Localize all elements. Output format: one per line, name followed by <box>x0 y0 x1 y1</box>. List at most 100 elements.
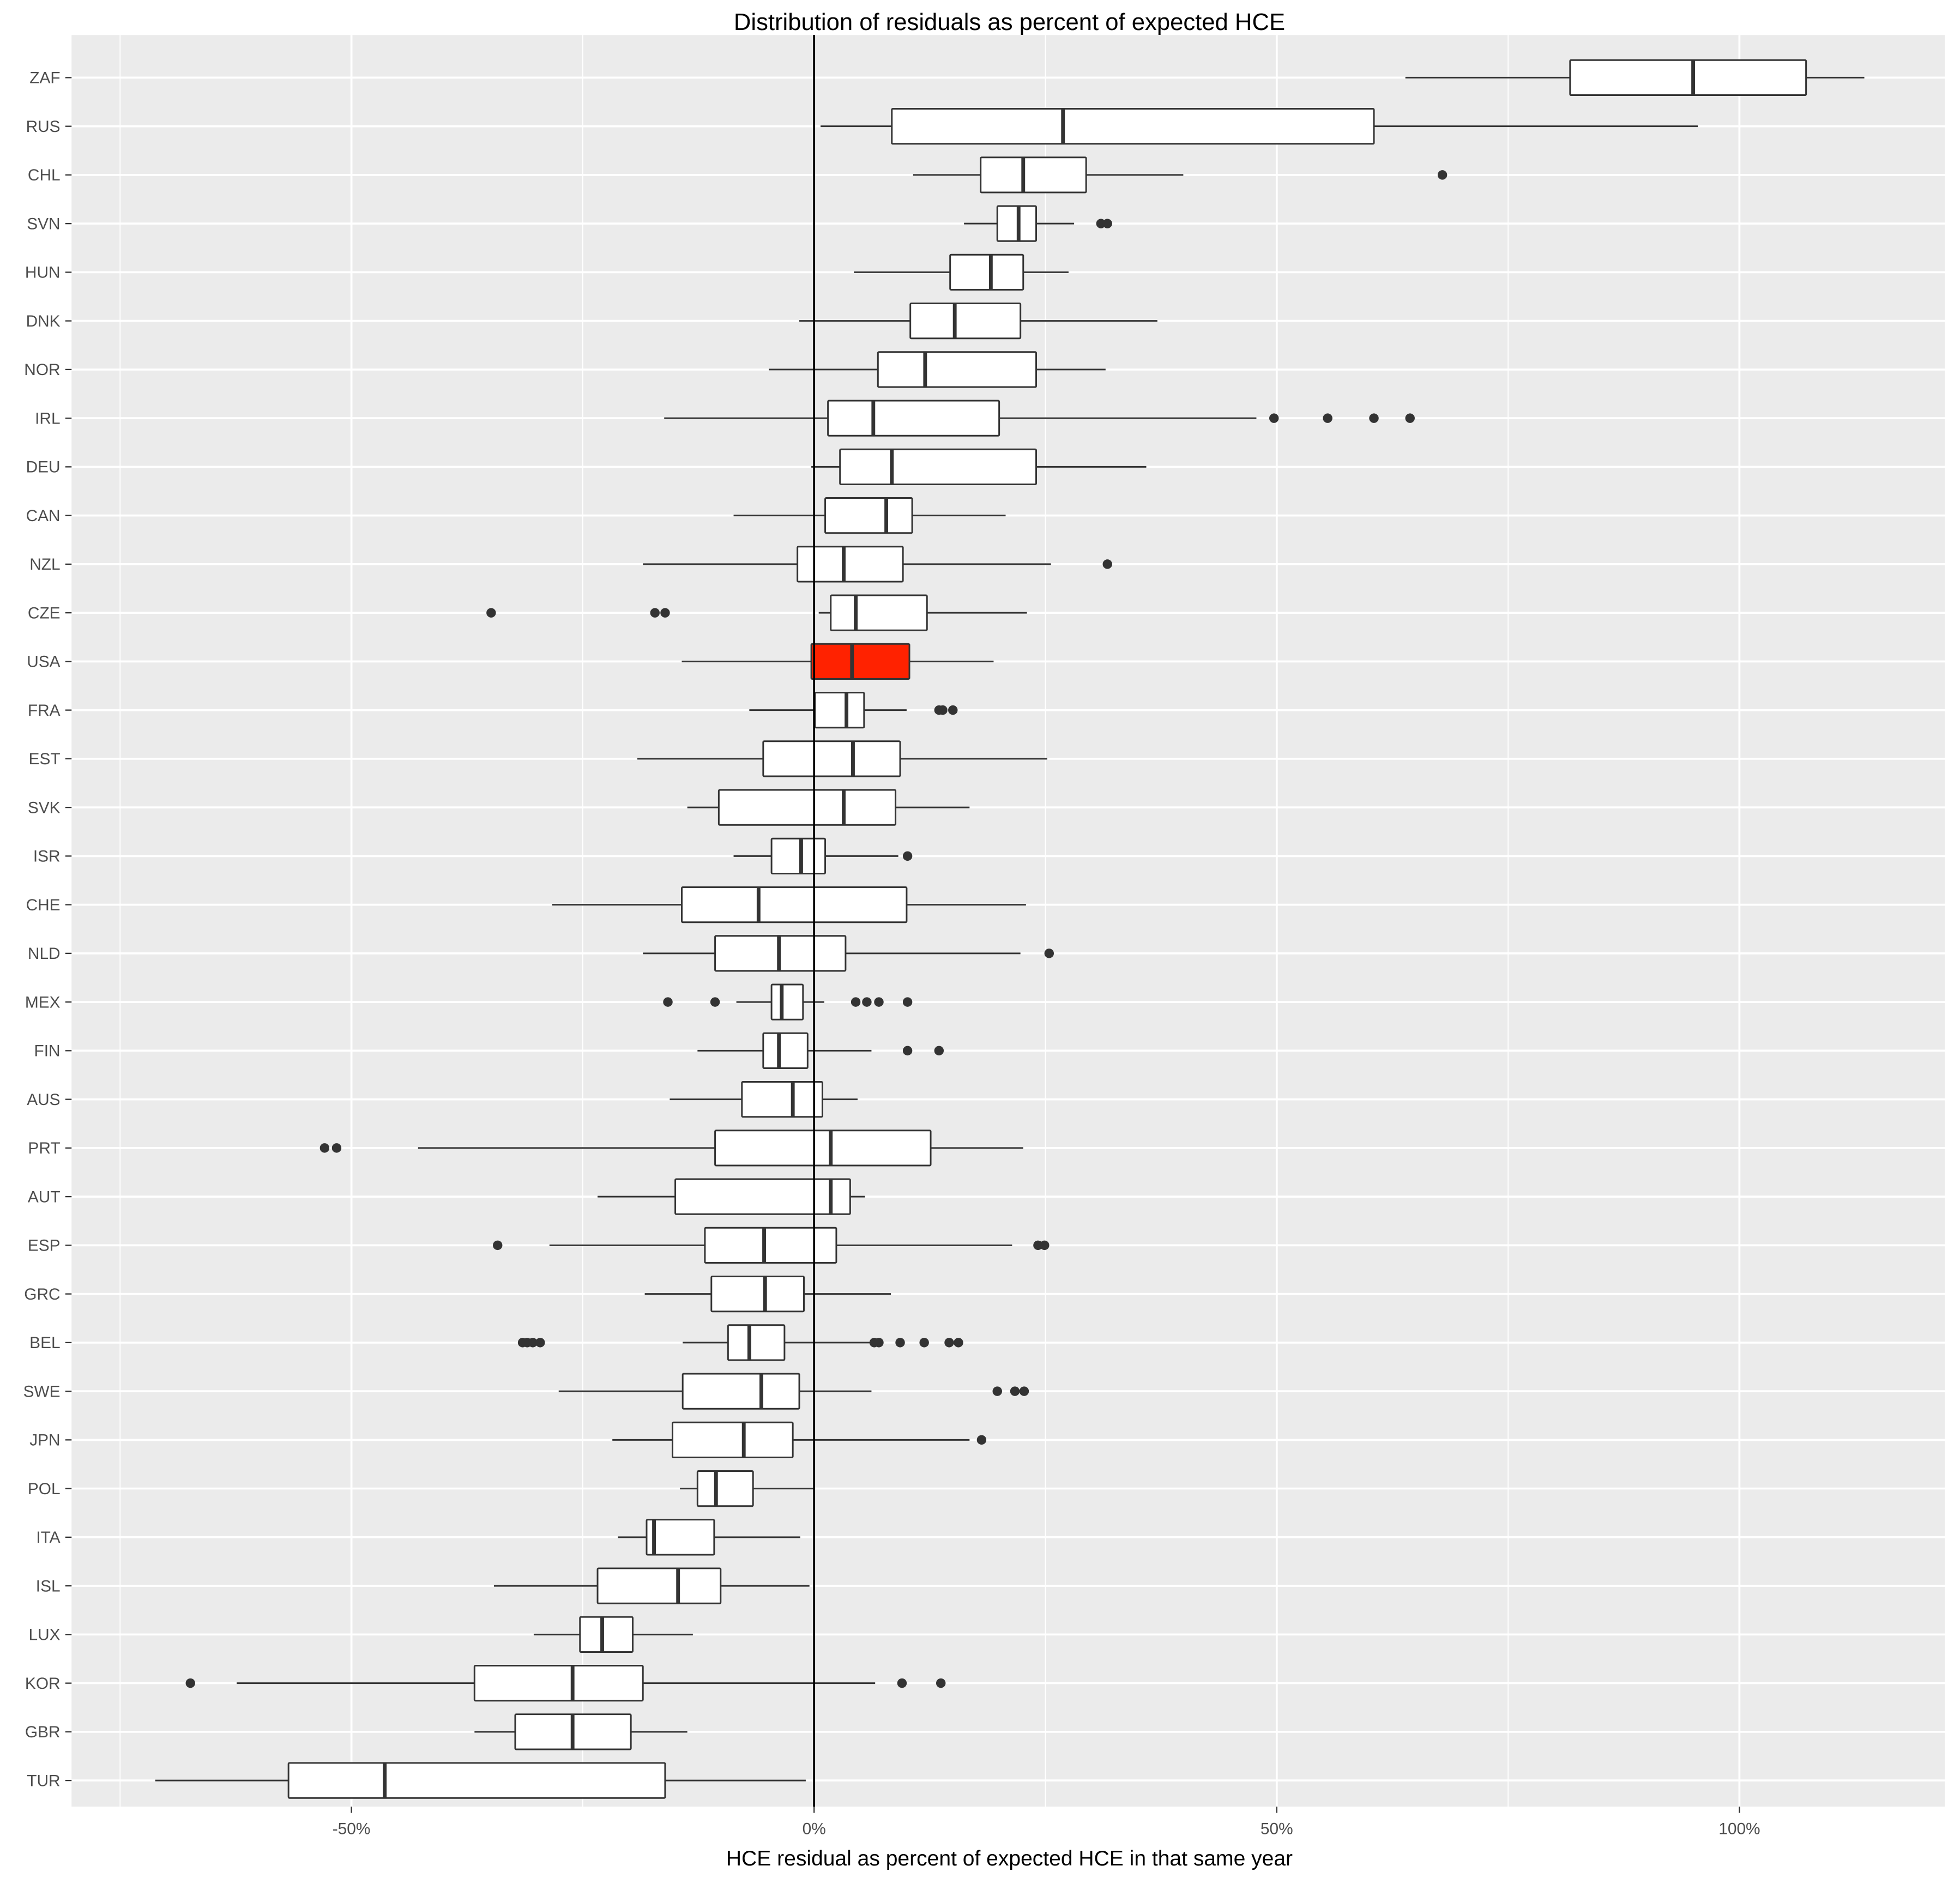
iqr-box <box>797 546 904 583</box>
y-tick-label-nld: NLD <box>28 945 61 963</box>
iqr-box <box>909 302 1022 340</box>
outlier-point <box>331 1143 342 1153</box>
box-aut <box>598 1178 865 1215</box>
outlier-point <box>874 1338 884 1348</box>
outlier-point <box>185 1678 195 1688</box>
outlier-point <box>938 705 948 715</box>
box-nor <box>769 351 1106 388</box>
outlier-point <box>493 1240 503 1251</box>
box-tur <box>155 1762 806 1799</box>
outlier-point <box>902 997 913 1007</box>
outlier-point <box>954 1338 963 1348</box>
y-tick-label-svn: SVN <box>27 215 60 233</box>
box-dnk <box>799 302 1157 340</box>
y-tick-label-prt: PRT <box>28 1139 60 1157</box>
box-bel <box>517 1324 963 1361</box>
iqr-box <box>770 983 804 1020</box>
box-grc <box>644 1275 891 1313</box>
iqr-box <box>696 1470 754 1507</box>
iqr-box <box>877 351 1038 388</box>
outlier-point <box>1010 1386 1020 1396</box>
y-tick-label-aus: AUS <box>27 1091 60 1109</box>
iqr-box <box>949 253 1024 291</box>
box-jpn <box>612 1421 987 1458</box>
y-tick-label-isl: ISL <box>36 1577 61 1595</box>
x-tick-label: 100% <box>1718 1820 1760 1838</box>
outlier-point <box>862 997 872 1007</box>
iqr-box <box>814 691 865 729</box>
y-tick-label-hun: HUN <box>25 264 61 282</box>
outlier-point <box>1369 413 1379 423</box>
y-tick-label-dnk: DNK <box>26 312 61 330</box>
outlier-point <box>874 997 884 1007</box>
y-tick-label-deu: DEU <box>26 458 61 476</box>
y-tick-label-zaf: ZAF <box>29 69 60 87</box>
iqr-box <box>1569 59 1807 96</box>
iqr-box <box>579 1616 634 1653</box>
y-tick-label-can: CAN <box>26 507 61 525</box>
outlier-point <box>1437 170 1448 180</box>
outlier-point <box>902 851 913 861</box>
iqr-box <box>741 1080 823 1118</box>
outlier-point <box>919 1338 929 1348</box>
box-aus <box>670 1080 858 1118</box>
iqr-box <box>830 594 928 631</box>
outlier-point <box>710 997 720 1007</box>
y-tick-label-bel: BEL <box>29 1334 60 1352</box>
iqr-box <box>646 1519 715 1556</box>
y-tick-label-tur: TUR <box>27 1772 60 1790</box>
y-tick-label-est: EST <box>29 750 61 768</box>
iqr-box <box>473 1664 644 1702</box>
iqr-box <box>704 1227 837 1264</box>
y-tick-label-cze: CZE <box>28 604 61 622</box>
x-tick-label: -50% <box>333 1820 371 1838</box>
y-tick-label-pol: POL <box>28 1480 61 1498</box>
box-nzl <box>643 546 1112 583</box>
outlier-point <box>895 1338 905 1348</box>
y-axis-labels: ZAF RUS CHL SVN HUN DNK NOR IRL DEU CAN NZL CZE USA F… <box>23 69 72 1790</box>
outlier-point <box>650 608 660 618</box>
box-cze <box>486 594 1027 631</box>
outlier-point <box>934 1046 944 1056</box>
x-axis-labels: -50% 0% 50% 100% <box>333 1807 1760 1838</box>
box-nld <box>643 935 1054 972</box>
y-tick-label-fra: FRA <box>28 702 61 720</box>
box-can <box>733 497 1006 534</box>
iqr-box <box>287 1762 666 1799</box>
outlier-point <box>936 1678 946 1688</box>
y-tick-label-ita: ITA <box>36 1529 60 1547</box>
box-swe <box>558 1373 1029 1410</box>
iqr-box <box>596 1567 722 1604</box>
iqr-box <box>891 107 1375 145</box>
x-axis-title: HCE residual as percent of expected HCE … <box>726 1847 1293 1870</box>
iqr-box <box>770 837 827 875</box>
box-lux <box>533 1616 693 1653</box>
y-tick-label-che: CHE <box>26 896 61 914</box>
outlier-point <box>535 1338 545 1348</box>
iqr-box <box>680 886 908 923</box>
y-tick-label-jpn: JPN <box>29 1432 60 1450</box>
y-tick-label-nzl: NZL <box>29 555 60 573</box>
box-isl <box>493 1567 810 1604</box>
outlier-point <box>948 705 958 715</box>
box-irl <box>664 400 1415 437</box>
plot-panel <box>71 35 1945 1807</box>
outlier-point <box>1040 1240 1050 1251</box>
box-che <box>552 886 1026 923</box>
outlier-point <box>976 1435 987 1445</box>
outlier-point <box>528 1338 538 1348</box>
iqr-box <box>717 789 897 826</box>
box-prt <box>319 1130 1023 1167</box>
iqr-box <box>824 497 913 534</box>
iqr-box <box>980 156 1087 194</box>
y-tick-label-esp: ESP <box>28 1237 61 1255</box>
chart-title: Distribution of residuals as percent of … <box>734 9 1285 35</box>
outlier-point <box>1102 559 1112 569</box>
outlier-point <box>1102 219 1112 228</box>
y-tick-label-chl: CHL <box>28 166 61 184</box>
outlier-point <box>902 1046 913 1056</box>
y-tick-label-rus: RUS <box>26 118 61 136</box>
y-tick-label-fin: FIN <box>34 1042 61 1060</box>
outlier-point <box>1405 413 1415 423</box>
